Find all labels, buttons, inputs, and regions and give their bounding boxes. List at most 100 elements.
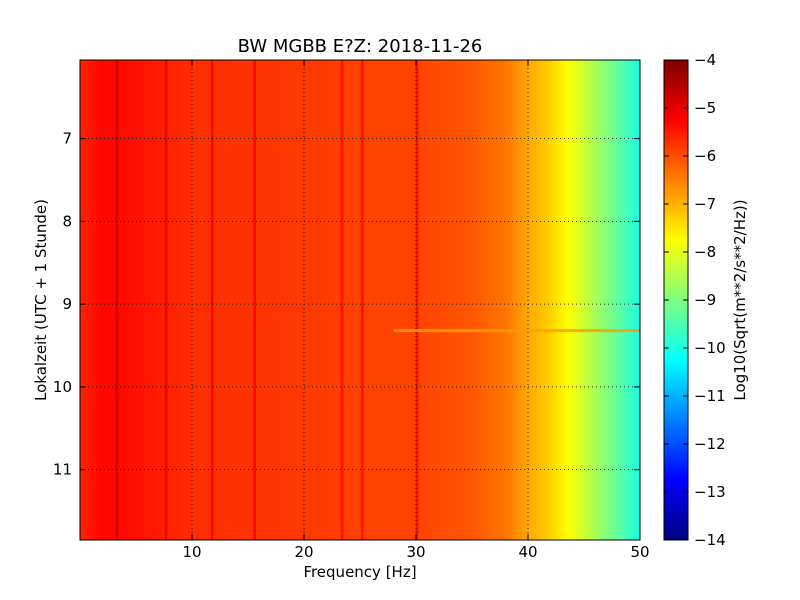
heatmap-columns [80, 60, 640, 540]
heatmap-column [388, 60, 392, 540]
x-tick-label: 20 [294, 543, 313, 561]
heatmap-column [553, 60, 557, 540]
heatmap-column [385, 60, 389, 540]
heatmap-column [214, 60, 218, 540]
heatmap-column [110, 60, 115, 540]
heatmap-column [343, 60, 347, 540]
heatmap-column [458, 60, 462, 540]
heatmap-column [108, 60, 112, 540]
heatmap-column [242, 60, 246, 540]
heatmap-column [455, 60, 459, 540]
heatmap-column [483, 60, 487, 540]
heatmap-column [284, 60, 288, 540]
heatmap-column [332, 60, 336, 540]
heatmap-column [192, 60, 196, 540]
heatmap-column [609, 60, 613, 540]
heatmap-column [626, 60, 630, 540]
spectral-line [164, 60, 168, 540]
heatmap-column [589, 60, 593, 540]
heatmap-column [292, 60, 297, 540]
heatmap-column [474, 60, 479, 540]
heatmap-column [427, 60, 431, 540]
heatmap-column [446, 60, 451, 540]
heatmap-column [441, 60, 445, 540]
heatmap-column [435, 60, 439, 540]
colorbar-ticks: −4 −5 −6 −7 −8 −9 −10 −11 −12 −13 −14 [664, 51, 726, 549]
heatmap-column [572, 60, 577, 540]
x-axis-label: Frequency [Hz] [303, 563, 416, 581]
heatmap-column [617, 60, 621, 540]
heatmap-column [161, 60, 165, 540]
heatmap-column [393, 60, 397, 540]
spectral-lines [115, 60, 419, 540]
heatmap-column [486, 60, 490, 540]
y-axis-label: Lokalzeit (UTC + 1 Stunde) [32, 199, 50, 401]
heatmap-column [91, 60, 95, 540]
heatmap-column [410, 60, 414, 540]
heatmap-column [144, 60, 148, 540]
y-tick-label: 9 [62, 295, 72, 313]
heatmap-column [102, 60, 106, 540]
heatmap-column [346, 60, 350, 540]
heatmap-column [150, 60, 154, 540]
heatmap-column [189, 60, 193, 540]
heatmap-column [337, 60, 341, 540]
heatmap-column [477, 60, 481, 540]
heatmap-column [612, 60, 616, 540]
heatmap-column [323, 60, 327, 540]
horizontal-feature [393, 329, 640, 333]
heatmap-column [264, 60, 269, 540]
heatmap-column [547, 60, 551, 540]
heatmap-column [606, 60, 610, 540]
heatmap-column [374, 60, 378, 540]
spectral-line [253, 60, 257, 540]
heatmap-column [250, 60, 255, 540]
heatmap-column [368, 60, 372, 540]
heatmap-column [133, 60, 137, 540]
heatmap-column [122, 60, 126, 540]
heatmap-column [528, 60, 532, 540]
heatmap-column [236, 60, 241, 540]
y-tick-label: 8 [62, 212, 72, 230]
heatmap-column [536, 60, 540, 540]
heatmap-column [287, 60, 291, 540]
heatmap-column [259, 60, 263, 540]
heatmap-column [505, 60, 509, 540]
heatmap-column [127, 60, 131, 540]
heatmap-column [326, 60, 330, 540]
heatmap-column [561, 60, 565, 540]
heatmap-column [603, 60, 607, 540]
heatmap-column [539, 60, 543, 540]
heatmap-column [225, 60, 229, 540]
heatmap-column [141, 60, 145, 540]
heatmap-column [222, 60, 227, 540]
heatmap-column [152, 60, 157, 540]
heatmap-column [248, 60, 252, 540]
heatmap-column [172, 60, 176, 540]
heatmap-column [256, 60, 260, 540]
heatmap-column [550, 60, 554, 540]
heatmap-column [113, 60, 117, 540]
heatmap-column [197, 60, 201, 540]
y-tick-label: 10 [53, 378, 72, 396]
y-axis-ticks: 7 8 9 10 11 [53, 130, 640, 479]
heatmap-column [178, 60, 182, 540]
heatmap-column [290, 60, 294, 540]
heatmap-column [169, 60, 173, 540]
heatmap-column [130, 60, 134, 540]
heatmap-column [234, 60, 238, 540]
x-tick-label: 30 [406, 543, 425, 561]
heatmap-column [516, 60, 521, 540]
heatmap-column [136, 60, 140, 540]
heatmap-column [208, 60, 213, 540]
heatmap-column [228, 60, 232, 540]
heatmap-column [570, 60, 574, 540]
heatmap-column [348, 60, 353, 540]
heatmap-column [558, 60, 563, 540]
heatmap-column [567, 60, 571, 540]
heatmap-column [315, 60, 319, 540]
heatmap-column [614, 60, 619, 540]
heatmap-column [399, 60, 403, 540]
heatmap-column [525, 60, 529, 540]
heatmap-column [463, 60, 467, 540]
